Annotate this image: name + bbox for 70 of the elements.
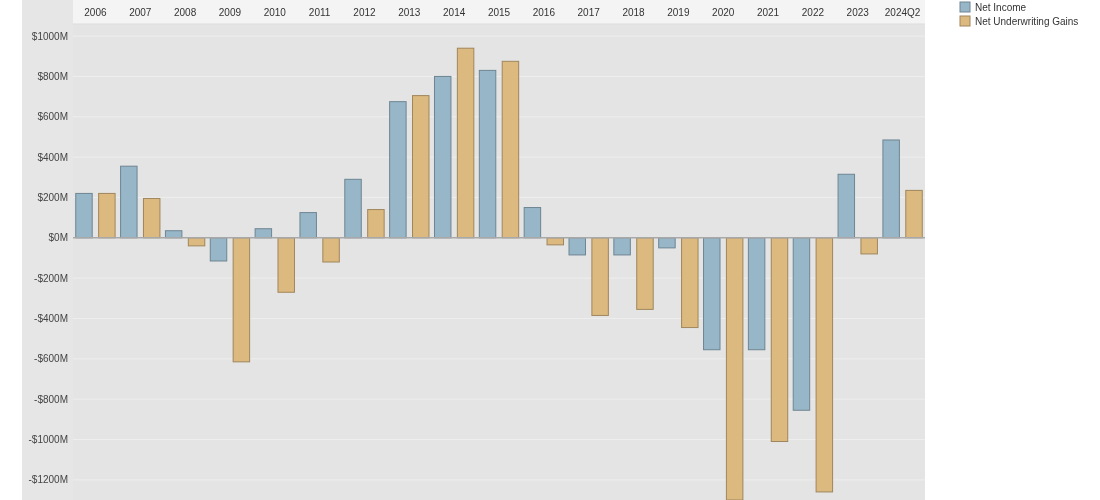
x-tick-label: 2007	[129, 6, 152, 18]
bar	[860, 237, 878, 255]
x-tick-label: 2006	[84, 6, 107, 18]
y-tick-label: $600M	[37, 111, 68, 123]
bar	[322, 237, 340, 263]
y-tick-label: -$800M	[34, 393, 68, 405]
y-tick-label: -$200M	[34, 272, 68, 284]
y-tick-label: -$1000M	[28, 433, 68, 445]
y-tick-label: $200M	[37, 191, 68, 203]
bar	[98, 192, 116, 239]
bar	[747, 237, 766, 351]
bar	[905, 189, 923, 239]
bar	[367, 209, 385, 239]
x-tick-label: 2021	[756, 6, 780, 18]
legend-label: Net Underwriting Gains	[975, 15, 1079, 27]
bar	[232, 237, 251, 363]
bar	[658, 237, 676, 249]
x-tick-label: 2010	[263, 6, 287, 18]
bar	[389, 101, 407, 239]
x-tick-label: 2023	[846, 6, 870, 18]
bar	[120, 165, 138, 239]
bar	[478, 69, 497, 239]
bar	[344, 178, 362, 239]
bar	[837, 173, 856, 239]
x-tick-label: 2022	[801, 6, 825, 18]
bar	[501, 60, 520, 239]
y-tick-label: $400M	[37, 151, 68, 163]
bar	[792, 237, 811, 411]
x-tick-label: 2012	[353, 6, 377, 18]
bar	[164, 230, 183, 239]
bar	[636, 237, 654, 310]
bar	[568, 237, 586, 256]
y-tick-label: -$400M	[34, 312, 68, 324]
x-tick-label: 2014	[443, 6, 466, 18]
y-tick-label: $1000M	[31, 30, 68, 42]
bar	[613, 237, 631, 256]
bar	[725, 237, 744, 500]
bar	[299, 212, 317, 239]
x-tick-label: 2008	[173, 6, 197, 18]
bar	[209, 237, 228, 262]
bar	[254, 228, 273, 239]
bar	[882, 139, 900, 239]
bar	[277, 237, 295, 293]
bar	[75, 192, 93, 239]
bar	[523, 207, 542, 239]
bar	[815, 237, 834, 493]
x-tick-label: 2019	[667, 6, 690, 18]
x-tick-label: 2017	[577, 6, 601, 18]
x-tick-label: 2015	[487, 6, 511, 18]
y-tick-label: -$600M	[34, 353, 68, 365]
x-tick-label: 2020	[712, 6, 735, 18]
x-tick-label: 2011	[308, 6, 331, 18]
x-tick-label: 2024Q2	[884, 6, 921, 18]
y-tick-label: -$1200M	[28, 474, 68, 486]
x-tick-label: 2009	[218, 6, 242, 18]
bar	[703, 237, 721, 351]
bar	[770, 237, 789, 443]
x-tick-label: 2013	[398, 6, 421, 18]
x-tick-label: 2016	[532, 6, 556, 18]
x-tick-label: 2018	[622, 6, 646, 18]
bar	[142, 197, 161, 239]
legend-label: Net Income	[975, 1, 1027, 13]
bar	[591, 237, 609, 316]
bar	[433, 75, 452, 239]
bar	[681, 237, 699, 329]
bar	[546, 237, 565, 246]
y-tick-label: $800M	[37, 70, 68, 82]
bar	[412, 95, 430, 239]
y-tick-label: $0M	[48, 232, 68, 244]
bar	[456, 47, 475, 239]
